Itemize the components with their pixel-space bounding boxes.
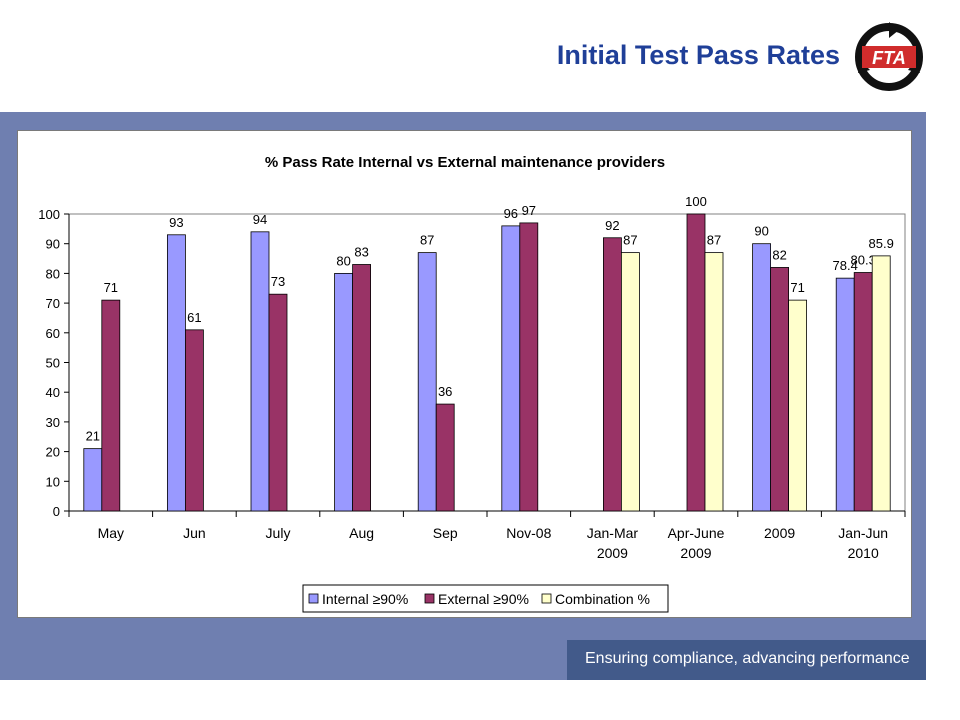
data-label: 92 bbox=[605, 218, 619, 233]
tagline: Ensuring compliance, advancing performan… bbox=[585, 650, 910, 667]
legend-box bbox=[302, 584, 669, 613]
legend-label: External ≥90% bbox=[438, 591, 529, 607]
x-category-label: Apr-June bbox=[668, 525, 725, 541]
bar-0 bbox=[83, 448, 103, 512]
data-label: 87 bbox=[707, 233, 721, 248]
data-label: 100 bbox=[685, 194, 707, 209]
data-label: 71 bbox=[790, 280, 804, 295]
x-category-label: July bbox=[266, 525, 291, 541]
bar-2 bbox=[704, 252, 724, 512]
bar-1 bbox=[603, 237, 622, 512]
x-category-label: Sep bbox=[433, 525, 458, 541]
logo-red-band bbox=[862, 46, 916, 68]
chart-container: % Pass Rate Internal vs External mainten… bbox=[17, 130, 912, 618]
legend-swatch bbox=[541, 593, 552, 604]
y-tick-label: 10 bbox=[46, 474, 60, 489]
bar-1 bbox=[184, 329, 204, 512]
x-category-label: 2009 bbox=[680, 545, 711, 561]
data-label: 21 bbox=[86, 429, 100, 444]
data-label: 87 bbox=[623, 233, 637, 248]
x-category-label: 2010 bbox=[848, 545, 879, 561]
bar-0 bbox=[752, 243, 771, 512]
bar-2 bbox=[871, 255, 891, 512]
bar-0 bbox=[835, 277, 855, 512]
legend-label: Combination % bbox=[555, 591, 650, 607]
chart-title: % Pass Rate Internal vs External mainten… bbox=[265, 154, 665, 171]
x-category-label: Jan-Mar bbox=[587, 525, 639, 541]
legend-swatch bbox=[424, 593, 435, 604]
tagline-box: Ensuring compliance, advancing performan… bbox=[567, 640, 926, 680]
y-tick-label: 30 bbox=[46, 415, 60, 430]
page-title: Initial Test Pass Rates bbox=[556, 40, 840, 70]
y-tick-label: 70 bbox=[46, 296, 60, 311]
bar-0 bbox=[334, 272, 354, 512]
legend-label: Internal ≥90% bbox=[322, 591, 408, 607]
data-label: 94 bbox=[253, 212, 267, 227]
data-label: 82 bbox=[772, 247, 786, 262]
y-tick-label: 50 bbox=[46, 356, 60, 371]
bar-0 bbox=[417, 252, 437, 512]
x-category-label: 2009 bbox=[764, 525, 795, 541]
bar-1 bbox=[686, 213, 706, 512]
data-label: 97 bbox=[522, 203, 536, 218]
x-category-label: 2009 bbox=[597, 545, 628, 561]
x-category-label: May bbox=[98, 525, 124, 541]
bar-1 bbox=[435, 403, 455, 512]
data-label: 71 bbox=[104, 280, 118, 295]
data-label: 80 bbox=[336, 253, 350, 268]
bar-1 bbox=[352, 264, 372, 512]
bar-0 bbox=[166, 234, 186, 512]
bar-2 bbox=[788, 299, 807, 512]
y-tick-label: 20 bbox=[46, 445, 60, 460]
data-label: 85.9 bbox=[869, 236, 894, 251]
data-label: 83 bbox=[354, 244, 368, 259]
y-tick-label: 0 bbox=[53, 504, 60, 519]
bar-2 bbox=[621, 252, 640, 512]
data-label: 36 bbox=[438, 384, 452, 399]
x-category-label: Nov-08 bbox=[506, 525, 551, 541]
x-category-label: Jan-Jun bbox=[838, 525, 888, 541]
bar-chart: % Pass Rate Internal vs External mainten… bbox=[38, 154, 906, 613]
logo-arrow-top bbox=[889, 22, 899, 38]
bar-0 bbox=[250, 231, 270, 512]
y-tick-label: 100 bbox=[38, 207, 60, 222]
bar-0 bbox=[501, 225, 521, 512]
bar-1 bbox=[519, 222, 539, 512]
fta-logo: FTA bbox=[855, 22, 923, 91]
y-tick-label: 60 bbox=[46, 326, 60, 341]
data-label: 73 bbox=[271, 274, 285, 289]
data-label: 78.4 bbox=[833, 258, 858, 273]
legend-swatch bbox=[308, 593, 319, 604]
bar-1 bbox=[770, 267, 789, 512]
x-category-label: Jun bbox=[183, 525, 206, 541]
y-tick-label: 40 bbox=[46, 385, 60, 400]
data-label: 87 bbox=[420, 233, 434, 248]
y-tick-label: 90 bbox=[46, 237, 60, 252]
data-label: 90 bbox=[754, 224, 768, 239]
y-tick-label: 80 bbox=[46, 266, 60, 281]
data-label: 96 bbox=[504, 206, 518, 221]
bar-1 bbox=[101, 299, 121, 512]
x-category-label: Aug bbox=[349, 525, 374, 541]
bar-1 bbox=[853, 272, 873, 512]
bar-1 bbox=[268, 293, 288, 512]
logo-text: FTA bbox=[872, 48, 906, 68]
data-label: 61 bbox=[187, 310, 201, 325]
data-label: 80.3 bbox=[851, 253, 876, 268]
data-label: 93 bbox=[169, 215, 183, 230]
